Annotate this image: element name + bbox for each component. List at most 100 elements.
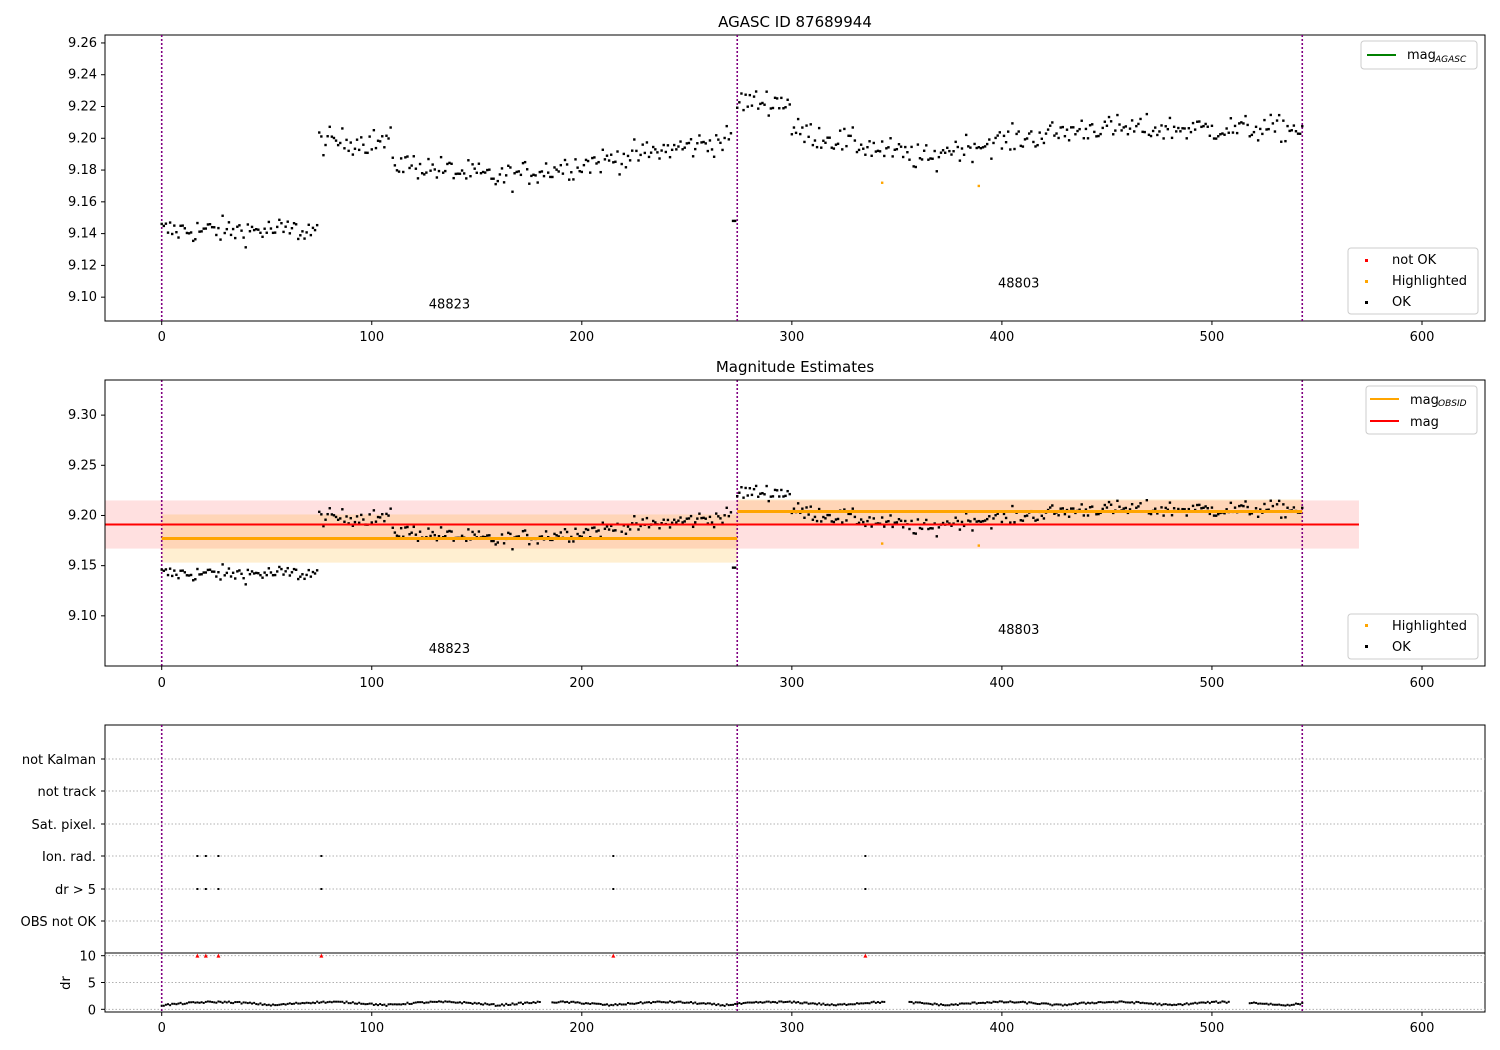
dr-point	[704, 1002, 707, 1005]
panel1-ok-point	[185, 231, 189, 235]
dr-point	[874, 1001, 877, 1004]
dr-point	[433, 1000, 436, 1003]
panel1-ok-point	[946, 146, 949, 150]
panel2-ok-point	[742, 496, 745, 499]
dr-point	[1273, 1003, 1276, 1006]
panel2-ok-point	[1057, 514, 1060, 517]
dr-point	[832, 1004, 835, 1007]
panel1-ok-point	[168, 221, 172, 224]
panel1-ok-point	[1147, 133, 1151, 137]
panel1-ok-point	[242, 236, 245, 239]
dr-point	[851, 1003, 854, 1006]
dr-point	[648, 1001, 651, 1004]
panel2-ok-point	[507, 531, 510, 535]
dr-point	[1059, 1003, 1062, 1006]
panel1-ok-point	[618, 173, 621, 176]
dr-point	[816, 1003, 819, 1006]
panel2-ok-point	[250, 570, 254, 573]
panel1-ok-point	[252, 228, 256, 232]
panel2-ok-point	[160, 568, 163, 571]
dr-point	[1208, 1002, 1211, 1005]
dr-point	[351, 1001, 354, 1004]
panel2-ok-point	[893, 521, 896, 524]
panel1-ok-point	[719, 141, 722, 145]
dr-point	[639, 1001, 642, 1004]
dr-point	[1122, 1000, 1125, 1003]
panel2-ok-point	[299, 575, 302, 578]
dr-point	[295, 1001, 298, 1004]
dr-point	[290, 1002, 293, 1005]
dr-point	[471, 1002, 474, 1005]
panel2-ok-point	[326, 512, 329, 516]
dr-point	[192, 1001, 195, 1004]
panel2-ok-point	[702, 516, 705, 520]
panel1-ok-point	[761, 101, 764, 105]
dr-point	[721, 1004, 724, 1007]
panel2-ok-point	[370, 521, 373, 524]
panel1-ok-point	[645, 141, 649, 144]
panel1-ok-point	[1221, 132, 1224, 135]
dr-point	[429, 1000, 432, 1003]
panel2-ok-point	[330, 513, 334, 516]
dr-point	[1011, 1001, 1014, 1004]
panel1-ok-point	[1078, 127, 1081, 131]
panel1-ok-point	[471, 163, 474, 166]
dr-ytick-label: 0	[88, 1003, 96, 1018]
dr-point	[755, 1000, 758, 1003]
panel2-ok-point	[927, 527, 930, 531]
flag-point	[612, 855, 615, 857]
panel1-ok-point	[1120, 129, 1123, 132]
dr-point	[1288, 1004, 1291, 1007]
panel1-ok-point	[607, 159, 611, 162]
dr-point	[635, 1002, 638, 1005]
panel2-ok-point	[473, 533, 476, 536]
dr-point	[160, 1004, 163, 1007]
panel1-ok-point	[311, 226, 315, 230]
dr-point	[381, 1004, 384, 1007]
panel1-ok-point	[574, 158, 577, 161]
dr-point	[963, 1002, 966, 1005]
panel1-ok-point	[473, 167, 476, 170]
panel1-ok-point	[696, 142, 699, 145]
dr-point	[687, 1001, 690, 1004]
panel2-ok-point	[528, 542, 531, 546]
dr-point	[561, 1000, 564, 1003]
panel2-ok-point	[1248, 513, 1251, 516]
dr-point	[645, 1001, 648, 1004]
dr-point	[767, 1000, 770, 1003]
panel2-ok-point	[1181, 507, 1184, 511]
panel2-ok-point	[851, 507, 854, 510]
dr-point	[998, 1000, 1001, 1003]
dr-point	[656, 1000, 659, 1003]
dr-point	[1196, 1002, 1199, 1005]
panel2-ok-point	[971, 529, 974, 532]
dr-point	[414, 1001, 417, 1004]
dr-point	[282, 1002, 285, 1005]
panel1-ok-point	[813, 139, 817, 142]
panel2-ok-point	[922, 522, 926, 525]
panel1-ok-point	[276, 225, 279, 229]
panel1-ok-point	[889, 137, 892, 140]
panel1-ok-point	[330, 135, 334, 138]
panel1-ok-point	[652, 145, 655, 149]
panel1-ok-point	[1021, 145, 1025, 148]
panel2-highlighted-point	[880, 542, 884, 545]
panel1-ok-point	[1261, 132, 1264, 136]
panel2-ok-point	[757, 495, 760, 498]
panel2-ok-point	[992, 517, 995, 520]
panel2-ok-point	[391, 526, 394, 529]
panel1-ok-point	[641, 143, 644, 146]
dr-axis-label: dr	[59, 976, 74, 990]
dr-point	[1038, 1003, 1041, 1006]
panel1-ok-point	[1038, 131, 1041, 134]
panel1-ok-point	[557, 170, 560, 173]
dr-point	[358, 1001, 361, 1004]
panel2-ok-point	[341, 508, 344, 511]
panel2-ok-point	[1238, 504, 1241, 508]
dr-point	[473, 1001, 476, 1004]
dr-point	[633, 1002, 636, 1005]
panel1-ok-point	[847, 134, 850, 137]
dr-point	[477, 1002, 480, 1005]
panel2-ok-point	[626, 525, 630, 528]
panel2-ok-point	[635, 522, 638, 525]
